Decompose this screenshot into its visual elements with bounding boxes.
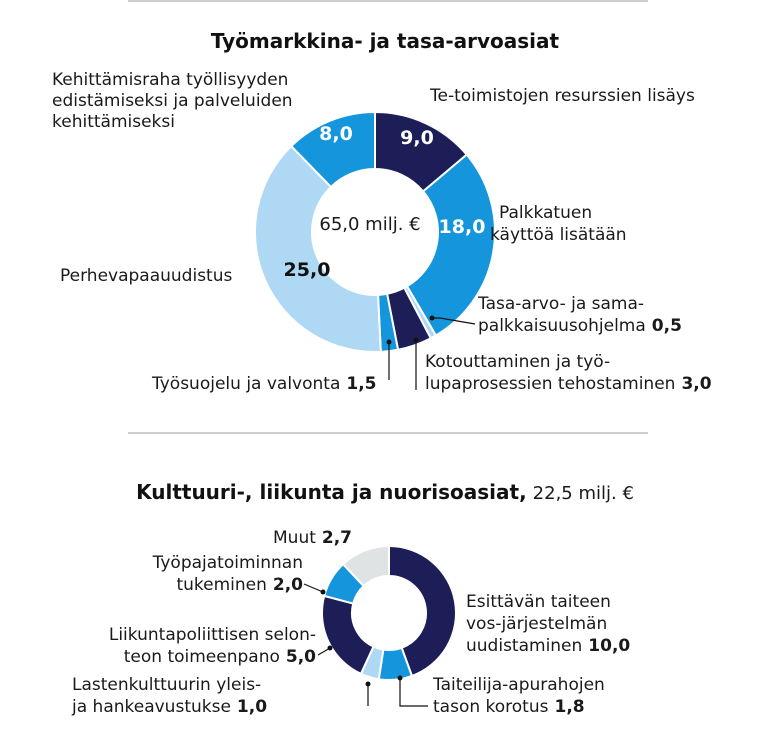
chart2-label-liikunta-2: teon toimeenpano 5,0 [124,647,316,667]
chart1-slice-1 [405,153,496,337]
chart1-label-palkka-2: käyttöä lisätään [490,225,627,245]
chart1-label-suojelu-value: 1,5 [346,374,376,394]
chart1-value-palkkatuki: 18,0 [439,216,486,238]
chart2-label-lasten-2: ja hankeavustukse 1,0 [71,697,267,717]
chart2-label-lasten-2-text: ja hankeavustukse [71,697,231,717]
chart1-label-palkka-1: Palkkatuen [499,203,592,223]
chart2-leader-taiteilija [399,678,428,707]
chart2-label-taiteilija-2: tason korotus 1,8 [433,697,585,717]
chart2-label-liikunta-2-text: teon toimeenpano [124,647,280,667]
chart1-donut [254,110,496,353]
chart2-label-muut-value: 2,7 [322,528,352,548]
chart2-label-esit-2: vos-järjestelmän [466,614,607,634]
chart2-leader-paja-dot [320,589,326,595]
chart1-leader-suojelu-dot [386,339,392,345]
chart1-label-suojelu: Työsuojelu ja valvonta 1,5 [151,374,377,394]
chart1-label-suojelu-text: Työsuojelu ja valvonta [151,374,340,394]
chart1-label-koto-2: lupaprosessien tehostaminen 3,0 [425,374,712,394]
chart2-label-paja-2: tukeminen 2,0 [176,575,303,595]
chart2-label-esit-1: Esittävän taiteen [466,592,611,612]
chart2-label-esit-value: 10,0 [588,636,630,656]
chart2-leader-liikunta-dot [327,645,333,651]
chart1-label-kehit-1: Kehittämisraha työllisyyden [52,70,288,90]
chart1-leader-tasa [432,317,476,325]
chart1-slice-6 [289,110,376,189]
chart2-leader-taiteilija-dot [397,675,403,681]
chart2-title-line: Kulttuuri-, liikunta ja nuorisoasiat, 22,… [136,480,634,504]
chart1-label-koto-2-text: lupaprosessien tehostaminen [425,374,675,394]
chart2-label-esit-3: uudistaminen 10,0 [466,636,630,656]
chart1-value-kehit: 8,0 [319,123,353,145]
chart2-slice-5 [341,544,390,588]
chart1-label-kehit-2: edistämiseksi ja palveluiden [52,91,293,111]
chart2-label-liikunta-1: Liikuntapoliittisen selon- [109,625,316,645]
chart2-label-muut-text: Muut [273,528,316,548]
chart1-leader-koto-dot [413,337,419,343]
chart1-value-perhe: 25,0 [284,259,331,281]
chart1-label-tasa-1: Tasa-arvo- ja sama- [477,294,644,314]
chart1-slice-5 [254,144,382,353]
chart2-slice-0 [388,544,457,678]
chart2-label-taiteilija-2-text: tason korotus [433,697,549,717]
chart2-label-paja-2-text: tukeminen [176,575,266,595]
chart2-total: 22,5 milj. € [533,483,634,504]
chart1-label-kehit-3: kehittämiseksi [52,112,175,132]
chart1-label-te: Te-toimistojen resurssien lisäys [429,86,695,106]
chart1-title: Työmarkkina- ja tasa-arvoasiat [211,29,560,53]
chart1-value-te: 9,0 [400,127,434,149]
chart2-label-paja-value: 2,0 [273,575,303,595]
chart2-title: Kulttuuri-, liikunta ja nuorisoasiat, [136,480,527,504]
chart2-label-esit-3-text: uudistaminen [466,636,582,656]
chart1-label-koto-1: Kotouttaminen ja työ- [425,352,610,372]
chart2-label-liikunta-value: 5,0 [286,647,316,667]
chart1-label-tasa-value: 0,5 [652,316,682,336]
chart1-label-perhe: Perhevapaauudistus [60,266,232,286]
chart2-label-taiteilija-value: 1,8 [554,697,584,717]
chart2-donut [321,544,457,681]
chart2-label-lasten-1: Lastenkulttuurin yleis- [72,675,261,695]
chart2-leader-paja [303,583,324,593]
chart2-label-lasten-value: 1,0 [237,697,267,717]
chart2-label-muut: Muut 2,7 [273,528,352,548]
chart1-label-tasa-2: palkkaisuusohjelma 0,5 [478,316,682,336]
chart2-slice-3 [321,594,375,676]
chart1-label-tasa-2-text: palkkaisuusohjelma [478,316,646,336]
chart1-center-total: 65,0 milj. € [319,214,420,235]
chart2-label-taiteilija-1: Taiteilija-apurahojen [432,675,605,695]
chart1-label-koto-value: 3,0 [681,374,711,394]
chart2-leader-lasten-dot [365,681,371,687]
chart1-leader-tasa-dot [429,315,435,321]
chart2-label-paja-1: Työpajatoiminnan [152,553,303,573]
